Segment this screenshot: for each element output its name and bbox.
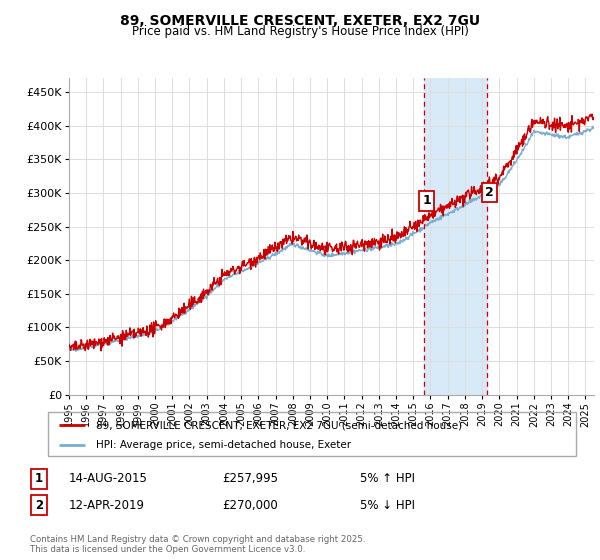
Text: £270,000: £270,000: [222, 498, 278, 512]
Bar: [424, 78, 487, 395]
Text: Contains HM Land Registry data © Crown copyright and database right 2025.
This d: Contains HM Land Registry data © Crown c…: [30, 535, 365, 554]
Text: HPI: Average price, semi-detached house, Exeter: HPI: Average price, semi-detached house,…: [95, 440, 350, 450]
Text: Price paid vs. HM Land Registry's House Price Index (HPI): Price paid vs. HM Land Registry's House …: [131, 25, 469, 38]
Text: 14-AUG-2015: 14-AUG-2015: [69, 472, 148, 486]
Text: 89, SOMERVILLE CRESCENT, EXETER, EX2 7GU: 89, SOMERVILLE CRESCENT, EXETER, EX2 7GU: [120, 14, 480, 28]
Text: 2: 2: [485, 186, 494, 199]
Text: £257,995: £257,995: [222, 472, 278, 486]
Text: 12-APR-2019: 12-APR-2019: [69, 498, 145, 512]
Text: 5% ↓ HPI: 5% ↓ HPI: [360, 498, 415, 512]
Text: 5% ↑ HPI: 5% ↑ HPI: [360, 472, 415, 486]
Text: 1: 1: [35, 472, 43, 486]
Text: 2: 2: [35, 498, 43, 512]
Text: 89, SOMERVILLE CRESCENT, EXETER, EX2 7GU (semi-detached house): 89, SOMERVILLE CRESCENT, EXETER, EX2 7GU…: [95, 420, 461, 430]
Text: 1: 1: [422, 194, 431, 207]
